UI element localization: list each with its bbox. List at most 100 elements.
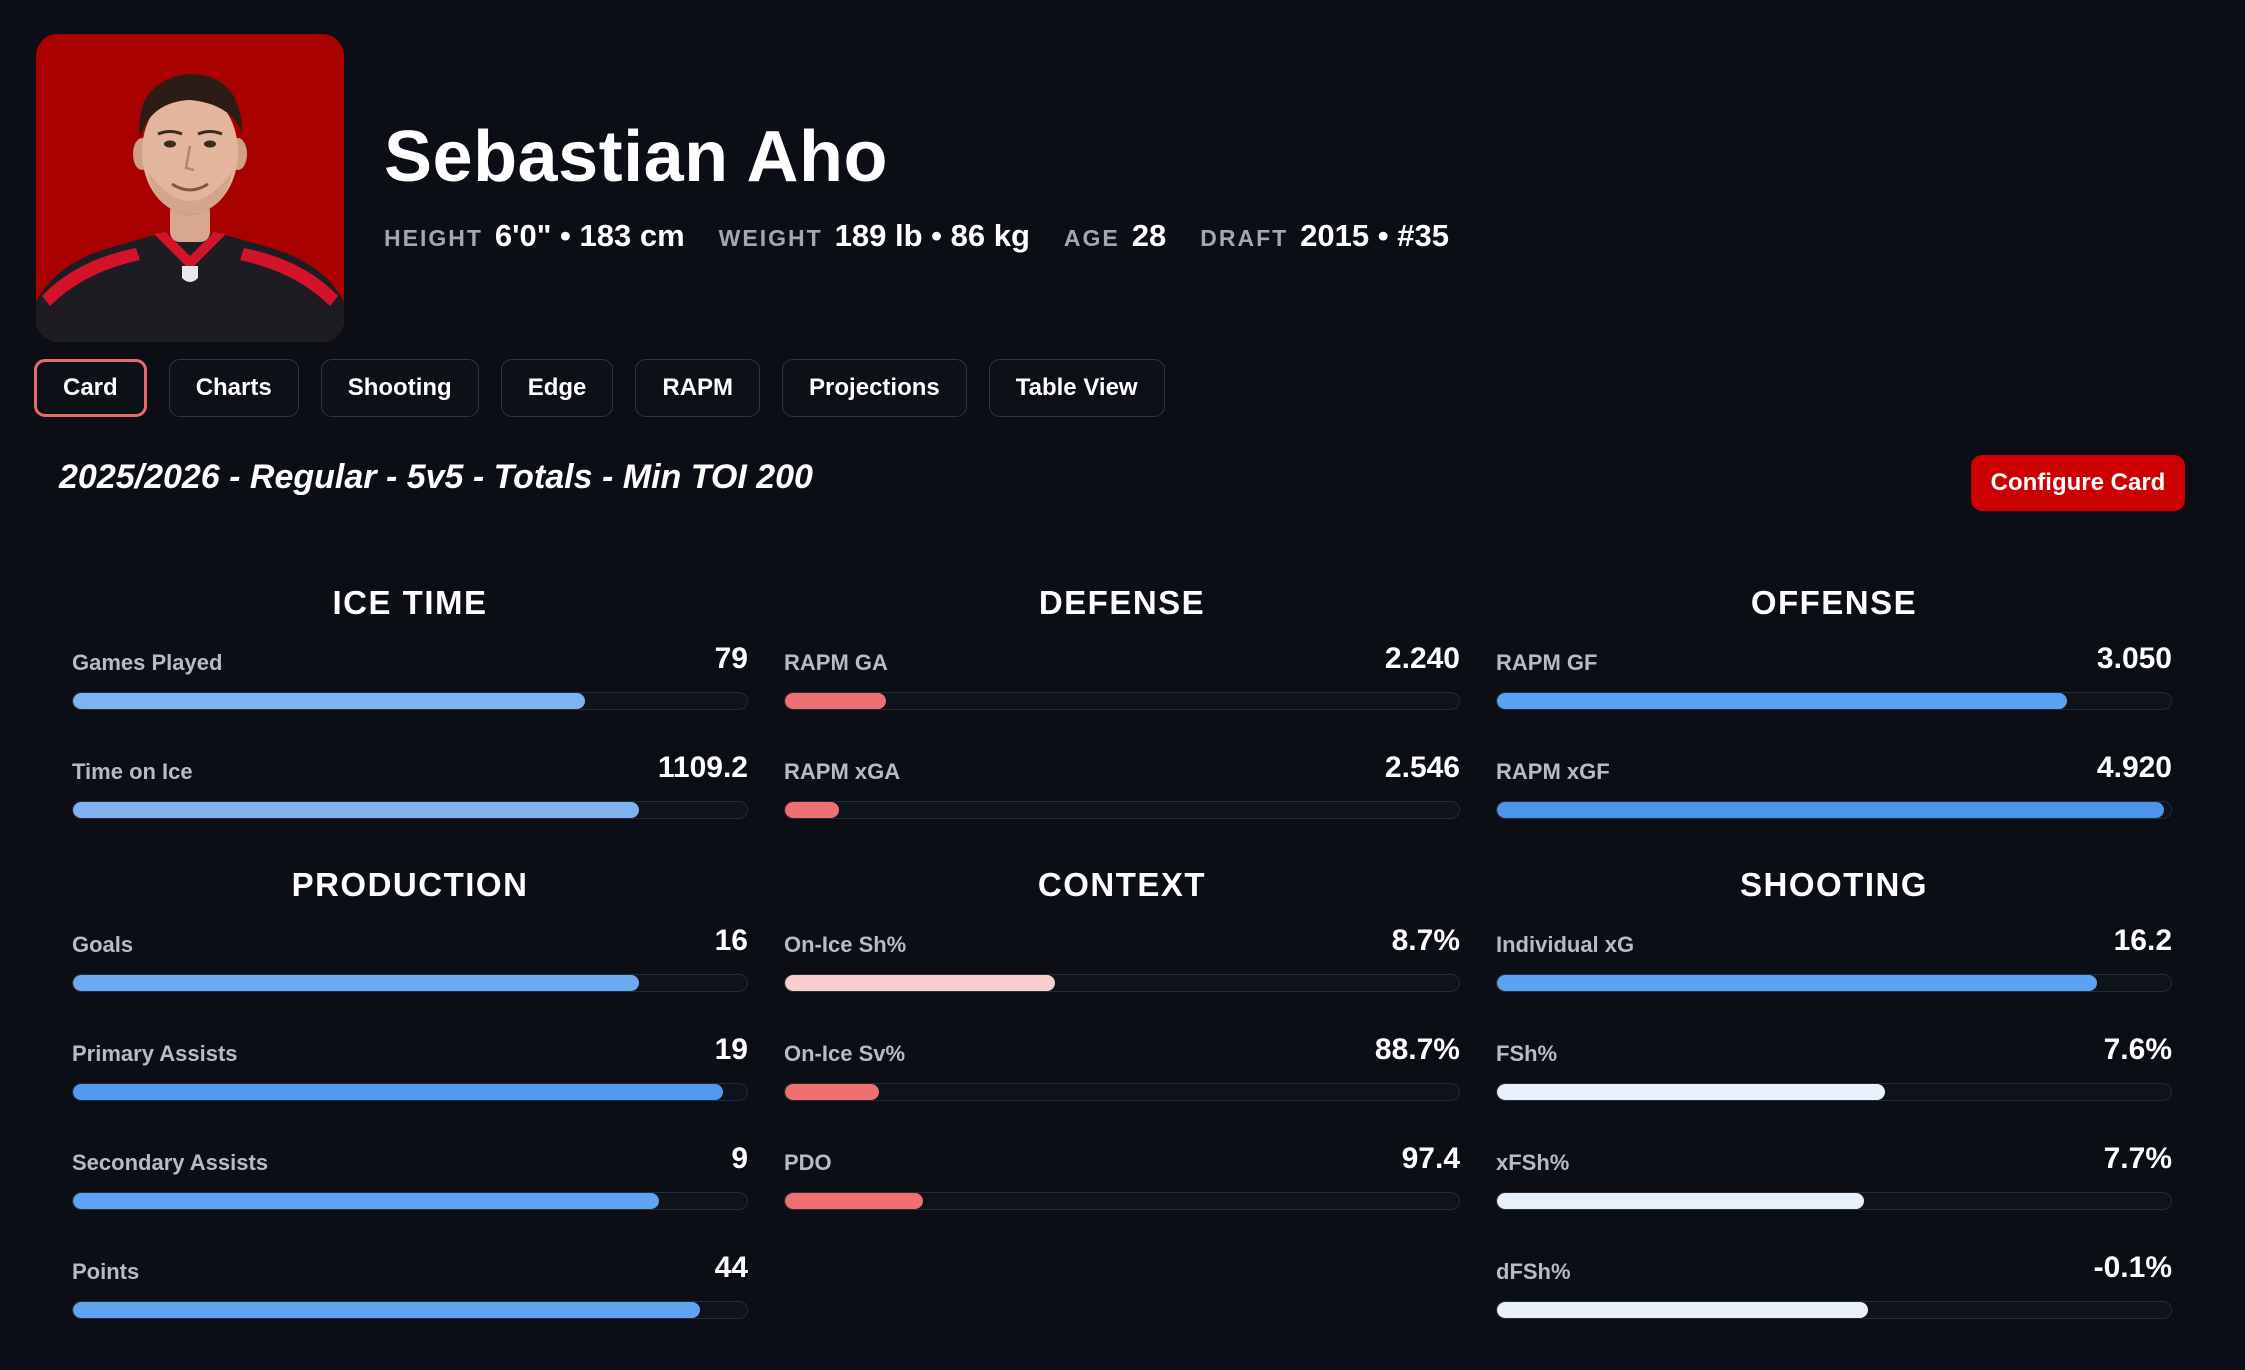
stat-bar-fill (73, 975, 640, 991)
configure-card-button[interactable]: Configure Card (1971, 455, 2185, 511)
stat-row: RAPM xGF 4.920 (1496, 751, 2172, 860)
section-defense: DEFENSE RAPM GA 2.240 RAPM xGA 2.546 (784, 582, 1460, 860)
stat-row: Primary Assists 19 (72, 1033, 748, 1142)
stat-bar-fill (73, 693, 586, 709)
vital-value: 28 (1131, 218, 1167, 253)
stat-value: 2.546 (1384, 751, 1460, 784)
player-name: Sebastian Aho (384, 117, 888, 197)
stat-label: RAPM xGF (1496, 759, 1610, 784)
stat-label: Secondary Assists (72, 1150, 269, 1175)
stat-bar-track (784, 974, 1460, 992)
section-title: CONTEXT (1037, 866, 1207, 903)
stat-bar-track (1496, 1083, 2172, 1101)
stat-value: 88.7% (1374, 1033, 1460, 1066)
stat-row: FSh% 7.6% (1496, 1033, 2172, 1142)
tab-rapm[interactable]: RAPM (635, 359, 761, 417)
stat-row: Time on Ice 1109.2 (72, 751, 748, 860)
vital-height: HEIGHT 6'0" • 183 cm (384, 218, 685, 254)
stat-bar-track (784, 1192, 1460, 1210)
stat-bar-track (1496, 692, 2172, 710)
stat-bar-fill (1497, 802, 2165, 818)
section-title: PRODUCTION (291, 866, 529, 903)
stat-bar-fill (1497, 693, 2067, 709)
stat-bar-track (784, 801, 1460, 819)
tab-shooting[interactable]: Shooting (320, 359, 479, 417)
stat-bar-fill (785, 1084, 880, 1100)
stat-bar-track (784, 1083, 1460, 1101)
stat-value: 19 (714, 1033, 748, 1066)
stat-bar-fill (1497, 1084, 1885, 1100)
stat-label: Primary Assists (72, 1041, 238, 1066)
stat-label: RAPM GF (1496, 650, 1598, 675)
stat-label: Individual xG (1496, 932, 1635, 957)
stat-bar-fill (785, 1193, 924, 1209)
stat-row: xFSh% 7.7% (1496, 1142, 2172, 1251)
stat-bar-track (72, 974, 748, 992)
stat-bar-track (784, 692, 1460, 710)
stat-row: RAPM xGA 2.546 (784, 751, 1460, 860)
stat-label: Time on Ice (72, 759, 193, 784)
vital-age: AGE 28 (1064, 218, 1166, 254)
stat-value: 97.4 (1401, 1142, 1460, 1175)
stat-label: RAPM GA (784, 650, 888, 675)
vital-label: HEIGHT (384, 225, 483, 251)
stat-label: FSh% (1496, 1041, 1558, 1066)
stat-value: 79 (714, 642, 748, 675)
section-ice-time: ICE TIME Games Played 79 Time on Ice 1109.2 (72, 582, 748, 860)
stat-bar-track (1496, 1192, 2172, 1210)
tab-table-view[interactable]: Table View (988, 359, 1165, 417)
stat-value: 3.050 (2096, 642, 2172, 675)
section-title: DEFENSE (1038, 584, 1206, 621)
stat-bar-fill (73, 1084, 724, 1100)
stat-row: RAPM GA 2.240 (784, 642, 1460, 751)
tab-charts[interactable]: Charts (168, 359, 299, 417)
stat-bar-fill (73, 1193, 660, 1209)
stat-bar-fill (73, 1302, 700, 1318)
stat-bar-track (72, 801, 748, 819)
vital-label: DRAFT (1200, 225, 1289, 251)
stat-row: Points 44 (72, 1251, 748, 1360)
stat-value: 16 (714, 924, 748, 957)
stat-bar-fill (1497, 1193, 1865, 1209)
stat-row: Individual xG 16.2 (1496, 924, 2172, 1033)
stat-label: On-Ice Sh% (784, 932, 907, 957)
stat-bar-track (1496, 801, 2172, 819)
stat-row: Goals 16 (72, 924, 748, 1033)
stat-value: 2.240 (1384, 642, 1460, 675)
stat-value: 44 (714, 1251, 748, 1284)
vital-value: 2015 • #35 (1300, 218, 1449, 253)
player-vitals: HEIGHT 6'0" • 183 cm WEIGHT 189 lb • 86 … (384, 218, 1483, 254)
stat-bar-fill (785, 802, 839, 818)
stat-value: 9 (731, 1142, 748, 1175)
tab-projections[interactable]: Projections (782, 359, 967, 417)
tab-card[interactable]: Card (34, 359, 147, 417)
stat-label: Points (72, 1259, 140, 1284)
stat-bar-fill (1497, 975, 2097, 991)
section-context: CONTEXT On-Ice Sh% 8.7% On-Ice Sv% 88.7% PDO 9… (784, 864, 1460, 1251)
vital-draft: DRAFT 2015 • #35 (1200, 218, 1449, 254)
vital-value: 6'0" • 183 cm (494, 218, 685, 253)
stat-bar-track (72, 1192, 748, 1210)
stat-bar-track (72, 692, 748, 710)
vital-label: AGE (1063, 225, 1120, 251)
section-production: PRODUCTION Goals 16 Primary Assists 19 Second… (72, 864, 748, 1360)
stat-bar-fill (785, 975, 1055, 991)
stat-bar-fill (785, 693, 887, 709)
stat-label: RAPM xGA (784, 759, 901, 784)
section-title: ICE TIME (332, 584, 488, 621)
stat-bar-fill (73, 802, 640, 818)
stat-row: Games Played 79 (72, 642, 748, 751)
vital-value: 189 lb • 86 kg (834, 218, 1030, 253)
vital-weight: WEIGHT 189 lb • 86 kg (719, 218, 1030, 254)
section-shooting: SHOOTING Individual xG 16.2 FSh% 7.6% xFSh% 7.… (1496, 864, 2172, 1360)
stat-label: dFSh% (1496, 1259, 1571, 1284)
stat-value: 4.920 (2096, 751, 2172, 784)
section-title: OFFENSE (1750, 584, 1918, 621)
tab-edge[interactable]: Edge (500, 359, 614, 417)
section-offense: OFFENSE RAPM GF 3.050 RAPM xGF 4.920 (1496, 582, 2172, 860)
stat-value: 8.7% (1391, 924, 1460, 957)
stat-bar-track (72, 1301, 748, 1319)
stat-label: On-Ice Sv% (784, 1041, 906, 1066)
stat-bar-track (1496, 1301, 2172, 1319)
player-photo (36, 34, 344, 342)
